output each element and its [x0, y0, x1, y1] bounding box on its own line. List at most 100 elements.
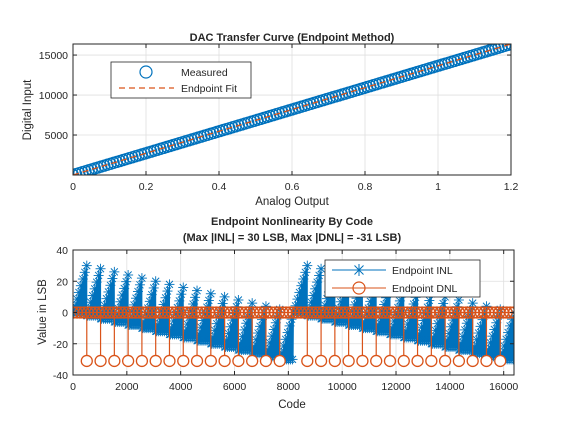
asterisk-stroke — [509, 357, 514, 364]
inl-asterisk-marker — [129, 299, 140, 310]
x-tick-label: 4000 — [169, 381, 193, 393]
dnl-point — [504, 306, 514, 319]
inl-asterisk-marker — [489, 324, 500, 335]
inl-asterisk-marker — [75, 280, 86, 291]
y-tick-label: 40 — [56, 245, 68, 257]
inl-asterisk-marker — [134, 279, 145, 290]
asterisk-stroke — [165, 280, 174, 289]
inl-asterisk-marker — [280, 334, 291, 345]
dnl-spike-marker — [397, 354, 410, 368]
legend-marker-measured — [139, 65, 153, 79]
x-tick-label: 0.6 — [285, 181, 300, 193]
inl-asterisk-marker — [461, 318, 472, 329]
dnl-spike-marker — [94, 354, 107, 368]
inl-asterisk-marker — [93, 270, 104, 281]
inl-asterisk-marker — [85, 297, 96, 308]
y-tick-label: 15000 — [39, 50, 68, 62]
dnl-spike-marker — [177, 354, 190, 368]
legend-box — [110, 61, 252, 99]
legend: Measured Endpoint Fit — [110, 61, 252, 99]
dnl-spike-marker — [121, 354, 135, 368]
dnl-spike-marker — [135, 354, 149, 368]
inl-asterisk-marker — [287, 354, 298, 365]
legend-label-endpoint-inl: Endpoint INL — [392, 265, 453, 277]
inl-asterisk-marker — [365, 296, 376, 307]
dnl-spike-marker — [232, 354, 245, 368]
inl-asterisk-marker — [225, 321, 236, 332]
inl-asterisk-marker — [77, 274, 88, 285]
x-tick-label: 16000 — [489, 381, 518, 393]
inl-asterisk-marker — [446, 321, 457, 332]
dnl-spike-marker — [383, 354, 397, 368]
legend-marker-asterisk — [353, 264, 365, 276]
inl-asterisk-marker — [73, 287, 84, 298]
inl-asterisk-marker — [481, 301, 492, 312]
chart-title: DAC Transfer Curve (Endpoint Method) — [190, 32, 395, 44]
dnl-spike-marker — [494, 354, 507, 368]
inl-asterisk-marker — [192, 285, 203, 296]
legend-label-measured: Measured — [181, 67, 228, 79]
measured-point — [492, 44, 505, 54]
dnl-spike-marker — [356, 354, 369, 368]
dnl-spike-marker — [163, 354, 176, 368]
inl-asterisk-marker — [473, 328, 484, 339]
inl-asterisk-marker — [282, 327, 293, 338]
dnl-spike-marker — [273, 354, 286, 368]
dnl-spike-marker — [328, 354, 342, 368]
plot-area — [73, 44, 511, 175]
dnl-spike-marker — [301, 354, 314, 368]
dnl-spike-marker — [452, 354, 466, 368]
dnl-spike-marker — [190, 354, 204, 368]
inl-asterisk-marker — [101, 293, 112, 304]
asterisk-stroke — [234, 296, 243, 304]
inl-asterisk-marker — [268, 324, 279, 335]
asterisk-stroke — [207, 289, 215, 298]
asterisk-stroke — [110, 268, 119, 276]
asterisk-stroke — [96, 264, 105, 273]
legend-label-endpoint-fit: Endpoint Fit — [181, 83, 237, 95]
inl-asterisk-marker — [475, 321, 486, 332]
inl-asterisk-marker — [144, 296, 155, 307]
inl-asterisk-marker — [227, 315, 238, 326]
inl-asterisk-marker — [255, 321, 266, 332]
inl-asterisk-marker — [487, 331, 498, 342]
inl-asterisk-marker — [335, 296, 346, 307]
x-axis-label: Analog Output — [255, 196, 329, 208]
inl-asterisk-marker — [107, 273, 118, 284]
asterisk-stroke — [82, 261, 91, 270]
inl-asterisk-marker — [306, 297, 317, 308]
inl-asterisk-marker — [176, 289, 187, 300]
x-tick-label: 1.2 — [504, 181, 519, 193]
inl-asterisk-marker — [233, 295, 244, 305]
inl-asterisk-marker — [253, 328, 264, 339]
inl-asterisk-marker — [312, 277, 323, 288]
inl-asterisk-marker — [87, 290, 98, 301]
inl-asterisk-marker — [298, 274, 309, 285]
asterisk-stroke — [508, 316, 514, 324]
inl-asterisk-marker — [162, 286, 173, 297]
inl-asterisk-marker — [308, 290, 319, 301]
asterisk-stroke — [193, 286, 201, 295]
x-tick-label: 0.8 — [358, 181, 373, 193]
asterisk-stroke — [455, 296, 463, 304]
x-tick-label: 1 — [435, 181, 441, 193]
x-tick-label: 10000 — [328, 381, 357, 393]
inl-asterisk-marker — [459, 324, 470, 335]
dnl-spike-marker — [108, 354, 121, 368]
inl-asterisk-marker — [508, 354, 514, 365]
inl-asterisk-marker — [284, 320, 295, 331]
inl-asterisk-marker — [99, 300, 110, 311]
ticks: 0 0.2 0.4 0.6 0.8 1 1.2 5000 10000 15000 — [39, 44, 519, 193]
inl-asterisk-marker — [119, 283, 130, 294]
dnl-spike-marker — [218, 354, 231, 368]
inl-asterisk-marker — [117, 290, 128, 301]
inl-asterisk-marker — [239, 324, 250, 335]
inl-asterisk-marker — [223, 328, 234, 339]
inl-asterisk-marker — [81, 260, 92, 271]
dnl-spike-marker — [246, 354, 259, 368]
inl-asterisk-marker — [136, 273, 147, 284]
inl-asterisk-marker — [247, 298, 258, 309]
inl-asterisk-marker — [103, 286, 114, 297]
dnl-spike-marker — [438, 354, 452, 368]
inl-asterisk-marker — [174, 295, 185, 306]
